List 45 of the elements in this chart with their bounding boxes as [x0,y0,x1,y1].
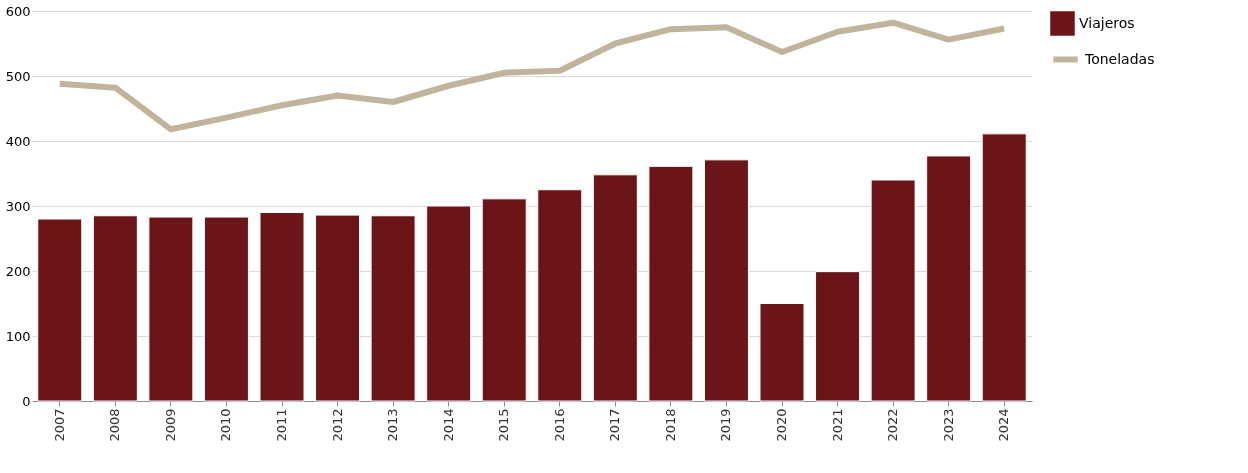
y-tick-label: 400 [5,133,31,149]
y-tick-label: 100 [5,328,31,344]
x-tick-label: 2024 [996,408,1012,442]
bar [592,174,638,402]
bar [426,205,472,402]
y-tick-label: 600 [5,3,31,19]
x-tick-label: 2022 [885,408,901,442]
bar [148,216,194,402]
x-tick-label: 2013 [385,408,401,442]
x-tick-label: 2020 [774,408,789,442]
bar [815,271,861,402]
x-tick-label: 2017 [607,408,623,442]
x-tick-label: 2014 [440,408,456,442]
x-tick-label: 2019 [718,408,734,442]
bar [37,218,83,402]
bar [203,216,249,402]
bar [981,133,1027,402]
bar [870,179,916,402]
bar [92,215,138,402]
x-tick-label: 2009 [162,408,178,442]
bar [370,215,416,402]
x-tick-label: 2023 [940,408,956,442]
y-tick-label: 0 [22,393,31,409]
bar [315,214,361,402]
bar [537,189,583,402]
bar [648,165,694,402]
x-tick-label: 2015 [496,408,512,442]
x-tick-label: 2008 [107,408,123,442]
x-tick-label: 2018 [662,408,678,442]
bar [481,198,527,402]
bar [703,159,749,402]
x-tick-label: 2021 [829,408,845,442]
y-tick-label: 200 [5,263,31,279]
y-tick-label: 300 [5,198,31,214]
legend-label: Toneladas [1084,50,1155,67]
bar [259,212,305,402]
x-tick-label: 2016 [551,408,567,442]
x-tick-label: 2012 [329,408,345,442]
bar [926,155,972,402]
x-tick-label: 2011 [274,408,289,442]
y-tick-label: 500 [5,68,31,84]
x-tick-label: 2010 [218,408,234,442]
bar [759,303,805,402]
legend-label: Viajeros [1079,14,1135,31]
x-tick-label: 2007 [51,408,67,442]
